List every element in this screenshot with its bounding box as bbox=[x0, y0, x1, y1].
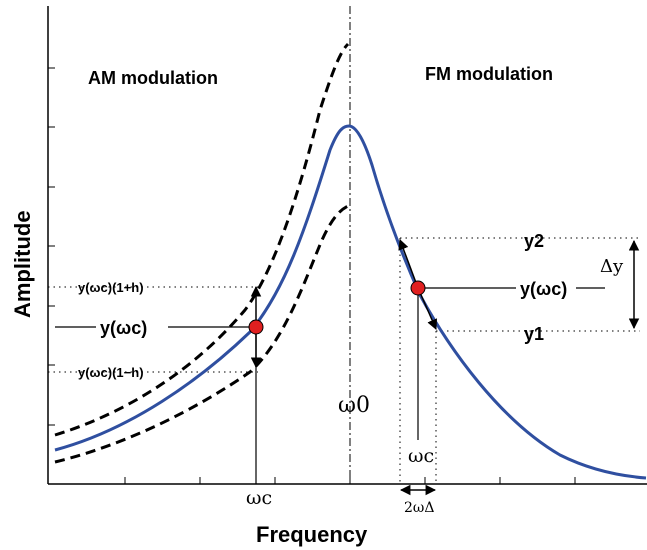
fm-arrow-up bbox=[398, 239, 419, 289]
x-ticks bbox=[124, 477, 576, 484]
y-axis-label: Amplitude bbox=[10, 210, 35, 318]
fm-yc-label: y(ωc) bbox=[520, 279, 567, 299]
fm-title: FM modulation bbox=[425, 64, 553, 84]
fm-y2-label: y2 bbox=[524, 231, 544, 251]
two-omega-delta-label: 2ωΔ bbox=[404, 500, 434, 516]
am-lower-label: y(ωc)(1−h) bbox=[78, 365, 144, 380]
omega0-label: ω0 bbox=[338, 393, 370, 418]
fm-operating-point bbox=[410, 280, 426, 296]
am-operating-point bbox=[248, 319, 264, 335]
fm-y1-label: y1 bbox=[524, 324, 544, 344]
y-ticks bbox=[48, 67, 55, 426]
am-omega-c-label: ωc bbox=[246, 487, 272, 509]
x-axis-label: Frequency bbox=[256, 522, 368, 547]
delta-y-label: Δy bbox=[600, 256, 624, 277]
am-upper-envelope bbox=[54, 42, 350, 437]
dotted-guides bbox=[48, 237, 640, 484]
am-center-label: y(ωc) bbox=[100, 318, 147, 338]
am-lower-envelope bbox=[54, 204, 349, 464]
resonance-curve bbox=[54, 124, 647, 480]
fm-omega-c-label: ωc bbox=[408, 445, 434, 467]
am-title: AM modulation bbox=[88, 68, 218, 88]
am-upper-label: y(ωc)(1+h) bbox=[78, 280, 144, 295]
